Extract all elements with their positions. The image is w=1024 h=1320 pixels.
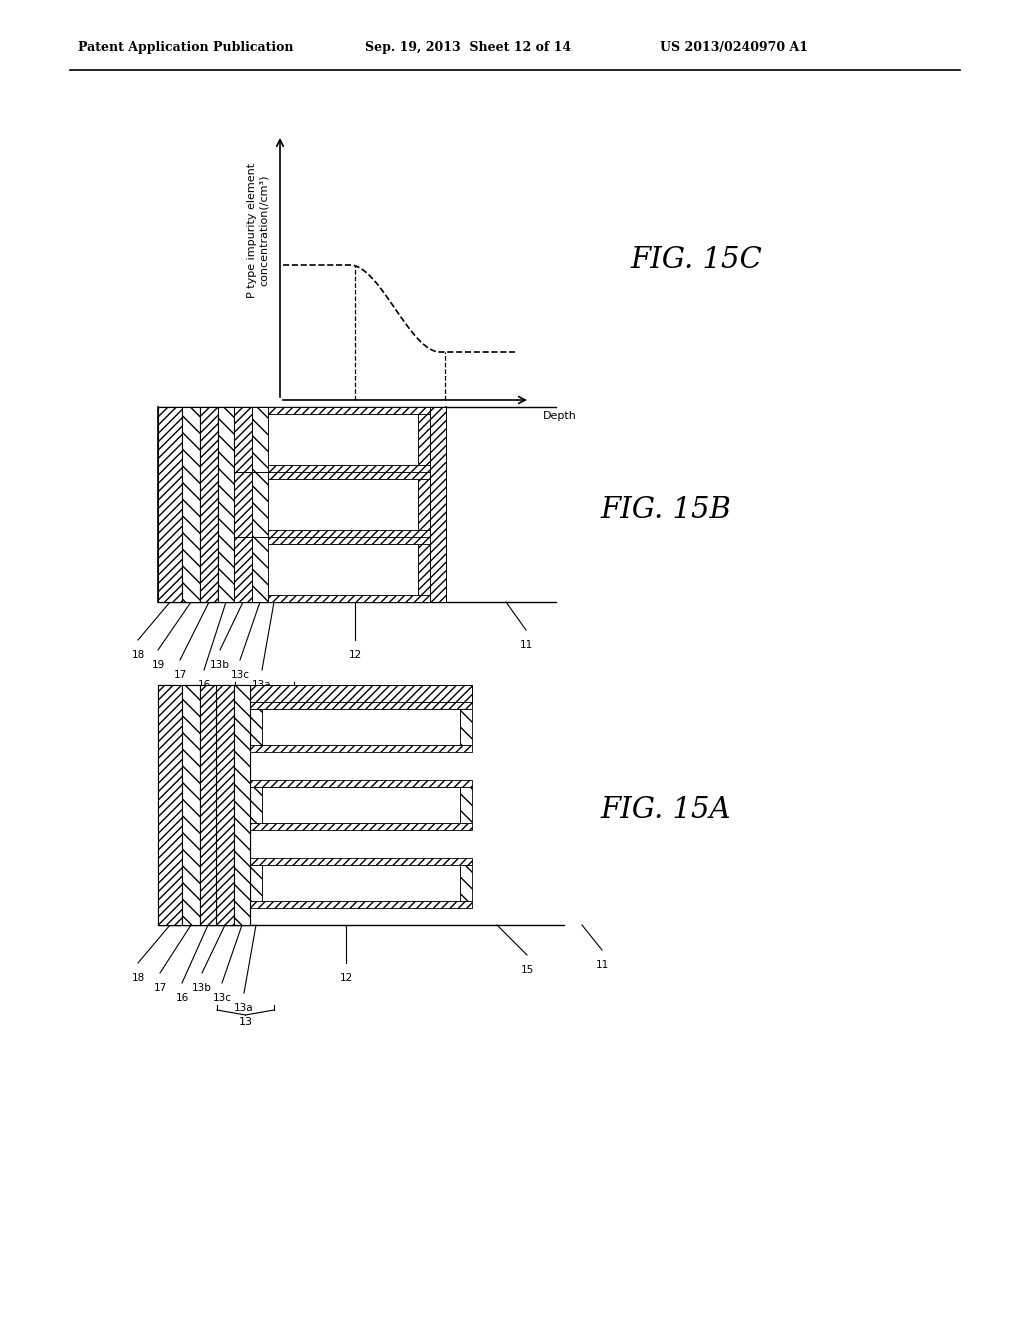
Text: FIG. 15C: FIG. 15C <box>630 246 762 275</box>
Text: 18: 18 <box>131 649 144 660</box>
Bar <box>250 780 472 787</box>
Text: FIG. 15B: FIG. 15B <box>600 496 731 524</box>
Bar <box>268 473 430 479</box>
Text: 13: 13 <box>257 694 271 704</box>
Bar <box>268 407 430 414</box>
Text: 16: 16 <box>198 680 211 690</box>
Text: 12: 12 <box>339 973 352 983</box>
Text: FIG. 15A: FIG. 15A <box>600 796 730 824</box>
Bar <box>268 414 418 465</box>
Bar <box>250 858 472 865</box>
Bar <box>430 407 446 602</box>
Bar <box>158 685 182 925</box>
Bar <box>216 685 234 925</box>
Bar <box>268 479 418 531</box>
Text: Sep. 19, 2013  Sheet 12 of 14: Sep. 19, 2013 Sheet 12 of 14 <box>365 41 571 54</box>
Text: Patent Application Publication: Patent Application Publication <box>78 41 294 54</box>
Text: 13a: 13a <box>252 680 271 690</box>
Bar <box>200 407 218 602</box>
Bar <box>158 407 182 602</box>
Bar <box>218 407 234 602</box>
Bar <box>460 709 472 744</box>
Bar <box>182 685 200 925</box>
Bar <box>268 595 430 602</box>
Bar <box>234 473 252 537</box>
Text: 19: 19 <box>152 660 165 671</box>
Bar <box>250 865 262 902</box>
Text: P type impurity element
concentration(/cm³): P type impurity element concentration(/c… <box>247 162 268 297</box>
Bar <box>268 544 418 595</box>
Bar <box>182 685 200 925</box>
Bar <box>418 479 430 531</box>
Bar <box>250 822 472 830</box>
Bar <box>200 685 216 925</box>
Bar <box>418 544 430 595</box>
Bar <box>252 537 268 602</box>
Bar <box>268 465 430 473</box>
Bar <box>234 685 250 925</box>
Bar <box>234 537 252 602</box>
Bar <box>182 407 200 602</box>
Text: 11: 11 <box>519 640 532 649</box>
Bar <box>262 709 460 744</box>
Text: Depth: Depth <box>543 411 577 421</box>
Bar <box>268 531 430 537</box>
Bar <box>158 685 182 925</box>
Bar <box>250 709 262 744</box>
Text: 13a: 13a <box>234 1003 254 1012</box>
Text: 16: 16 <box>175 993 188 1003</box>
Bar <box>268 537 430 544</box>
Text: 13b: 13b <box>210 660 230 671</box>
Bar <box>418 414 430 465</box>
Bar <box>262 787 460 822</box>
Bar <box>460 865 472 902</box>
Bar <box>200 685 216 925</box>
Bar <box>250 787 262 822</box>
Text: 13: 13 <box>239 1016 253 1027</box>
Text: 17: 17 <box>154 983 167 993</box>
Bar <box>250 902 472 908</box>
Text: 13b: 13b <box>193 983 212 993</box>
Text: 17: 17 <box>173 671 186 680</box>
Text: US 2013/0240970 A1: US 2013/0240970 A1 <box>660 41 808 54</box>
Text: 11: 11 <box>595 960 608 970</box>
Bar <box>216 685 472 702</box>
Bar <box>250 702 472 709</box>
Bar <box>216 685 234 925</box>
Text: 12: 12 <box>348 649 361 660</box>
Text: 18: 18 <box>131 973 144 983</box>
Bar <box>460 787 472 822</box>
Bar <box>262 865 460 902</box>
Bar <box>250 744 472 752</box>
Bar <box>252 407 268 473</box>
Bar <box>234 407 252 473</box>
Bar <box>234 685 250 925</box>
Text: 13c: 13c <box>213 993 231 1003</box>
Text: 15: 15 <box>520 965 534 975</box>
Text: 13c: 13c <box>230 671 250 680</box>
Bar <box>252 473 268 537</box>
